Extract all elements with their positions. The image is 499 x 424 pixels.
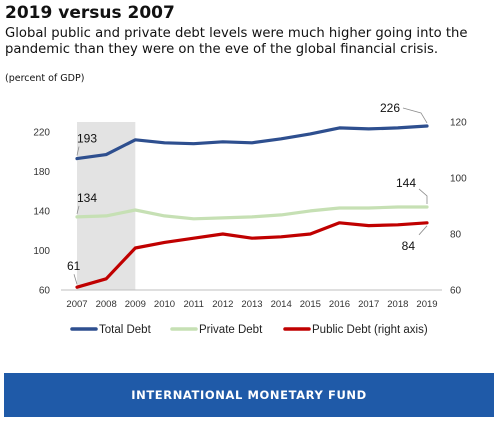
footer-banner: INTERNATIONAL MONETARY FUND <box>4 373 494 417</box>
x-tick-label: 2018 <box>387 299 408 310</box>
legend-label: Public Debt (right axis) <box>312 324 428 336</box>
leader-line <box>76 146 80 156</box>
leader-line <box>418 225 428 236</box>
legend-label: Total Debt <box>99 324 152 336</box>
legend-label: Private Debt <box>199 324 263 336</box>
data-label: 226 <box>380 101 400 115</box>
x-tick-label: 2011 <box>183 299 203 310</box>
leader-line <box>76 205 80 214</box>
x-tick-label: 2016 <box>329 299 350 310</box>
shaded-period <box>77 122 136 290</box>
x-tick-label: 2008 <box>96 299 117 310</box>
series-line <box>75 205 429 221</box>
data-label: 84 <box>402 239 416 253</box>
x-tick-label: 2010 <box>154 299 175 310</box>
data-label: 134 <box>77 191 97 205</box>
leader-line <box>418 188 428 204</box>
left-y-tick-label: 220 <box>33 127 50 138</box>
x-tick-label: 2019 <box>416 299 437 310</box>
data-label: 193 <box>77 132 97 146</box>
x-tick-label: 2017 <box>358 299 379 310</box>
units-label: (percent of GDP) <box>5 73 85 84</box>
left-y-tick-label: 140 <box>33 206 50 217</box>
right-y-tick-label: 60 <box>450 286 462 297</box>
leader-line <box>73 274 78 285</box>
series-line <box>75 221 429 289</box>
x-tick-label: 2014 <box>271 299 292 310</box>
leader-line <box>402 107 428 124</box>
right-y-tick-label: 80 <box>450 230 462 241</box>
right-y-tick-label: 120 <box>450 118 467 129</box>
data-label: 144 <box>396 176 416 190</box>
x-tick-label: 2015 <box>300 299 321 310</box>
x-tick-label: 2012 <box>212 299 233 310</box>
x-tick-label: 2009 <box>125 299 146 310</box>
data-label: 61 <box>67 259 81 273</box>
left-y-tick-label: 100 <box>33 246 50 257</box>
left-y-tick-label: 180 <box>33 167 50 178</box>
series-line <box>75 124 429 161</box>
right-y-tick-label: 100 <box>450 174 467 185</box>
left-y-tick-label: 60 <box>39 286 51 297</box>
chart: 60 100 140 180 220 60 80 100 120 2007 2008 2009 2010… <box>33 101 467 336</box>
x-tick-label: 2007 <box>66 299 87 310</box>
x-tick-label: 2013 <box>241 299 262 310</box>
chart-subtitle: Global public and private debt levels we… <box>5 26 468 57</box>
chart-title: 2019 versus 2007 <box>5 3 175 23</box>
